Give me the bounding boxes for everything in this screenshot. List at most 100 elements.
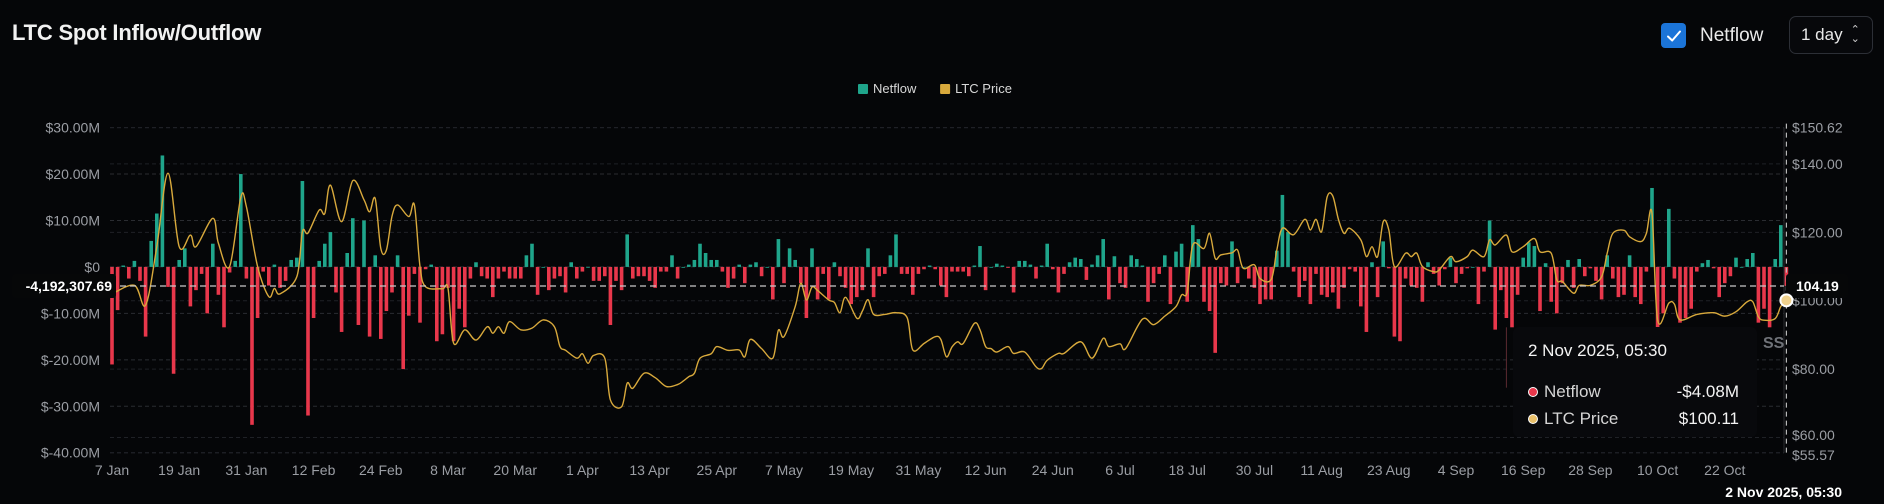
- legend-swatch-icon: [940, 84, 951, 94]
- netflow-bar: [664, 266, 669, 272]
- netflow-bar: [933, 266, 937, 270]
- netflow-bar: [479, 266, 484, 277]
- x-tick-label: 31 Jan: [225, 462, 267, 478]
- netflow-bar: [1297, 266, 1301, 298]
- netflow-bar: [1219, 266, 1223, 284]
- netflow-bar: [317, 260, 321, 267]
- netflow-bar: [418, 266, 422, 323]
- netflow-bar: [782, 266, 786, 284]
- netflow-bar: [205, 266, 209, 314]
- netflow-bar: [474, 262, 478, 267]
- x-tick-label: 7 Jan: [95, 462, 129, 478]
- x-tick-label: 20 Mar: [493, 462, 537, 478]
- netflow-bar: [715, 259, 719, 267]
- netflow-bar: [1745, 259, 1749, 267]
- netflow-bar: [1762, 266, 1766, 309]
- netflow-bar: [1000, 265, 1005, 267]
- netflow-bar: [636, 266, 641, 277]
- x-tick-label: 28 Sep: [1568, 462, 1613, 478]
- netflow-bar: [614, 266, 618, 281]
- netflow-bar: [1499, 266, 1503, 291]
- netflow-bar: [295, 257, 299, 267]
- netflow-bar: [754, 262, 758, 267]
- netflow-bar: [821, 266, 825, 274]
- netflow-bar: [1381, 241, 1385, 267]
- netflow-bar: [1409, 266, 1413, 286]
- netflow-bar: [692, 259, 697, 267]
- watermark-fragment: SS: [1763, 335, 1785, 352]
- netflow-bar: [1415, 266, 1419, 288]
- x-tick-label: 30 Jul: [1236, 462, 1273, 478]
- netflow-bar: [384, 266, 389, 312]
- x-tick-label: 31 May: [895, 462, 941, 478]
- tooltip-row-price: LTC Price $100.11: [1528, 405, 1739, 432]
- netflow-toggle[interactable]: Netflow: [1661, 23, 1763, 48]
- netflow-bar: [1756, 266, 1761, 323]
- crosshair: -4,192,307.69 104.19 2 Nov 2025, 05:30: [12, 123, 1848, 503]
- netflow-bar: [1678, 266, 1682, 323]
- netflow-bar: [519, 266, 523, 279]
- netflow-bar: [855, 266, 859, 298]
- x-tick-label: 4 Sep: [1438, 462, 1475, 478]
- netflow-bar: [1448, 257, 1453, 267]
- netflow-bar: [1672, 266, 1677, 279]
- netflow-bar: [513, 266, 517, 279]
- netflow-bar: [1706, 259, 1710, 267]
- crosshair-left-label-box: [12, 274, 116, 298]
- netflow-checkbox[interactable]: [1661, 23, 1686, 48]
- price-line-path: [111, 172, 1787, 409]
- netflow-bar: [1359, 266, 1363, 307]
- netflow-bar: [1196, 239, 1201, 267]
- netflow-bar: [1594, 266, 1598, 281]
- netflow-bar: [1286, 232, 1290, 267]
- netflow-bar: [703, 252, 708, 267]
- netflow-bar: [1056, 266, 1061, 293]
- netflow-bar: [860, 266, 865, 291]
- x-tick-label: 16 Sep: [1501, 462, 1546, 478]
- netflow-bar: [1331, 266, 1335, 293]
- netflow-bar: [244, 266, 249, 279]
- netflow-bar: [373, 255, 377, 267]
- y-right-tick-label: $150.62: [1792, 120, 1843, 136]
- interval-select[interactable]: 1 day ⌃ ⌄: [1789, 16, 1873, 54]
- y-left-tick-label: $30.00M: [46, 120, 100, 136]
- netflow-bar: [1090, 264, 1094, 267]
- netflow-bar: [435, 266, 439, 342]
- netflow-bar: [143, 266, 148, 337]
- netflow-bar: [1599, 266, 1604, 300]
- netflow-bar: [166, 266, 170, 287]
- netflow-bar: [412, 266, 417, 274]
- netflow-bar: [832, 262, 837, 267]
- netflow-bar: [675, 266, 680, 279]
- tooltip-date: 2 Nov 2025, 05:30: [1528, 341, 1667, 360]
- netflow-bar: [776, 239, 781, 267]
- x-tick-label: 13 Apr: [629, 462, 670, 478]
- netflow-bar: [227, 266, 232, 273]
- netflow-bar: [199, 266, 204, 274]
- netflow-bar: [171, 266, 176, 374]
- legend-label: Netflow: [873, 81, 917, 96]
- netflow-bar: [1779, 225, 1783, 267]
- netflow-bar: [1571, 266, 1576, 288]
- netflow-bar: [743, 266, 747, 284]
- netflow-bar: [1135, 259, 1139, 267]
- netflow-bar: [222, 266, 226, 328]
- netflow-bar: [569, 262, 573, 267]
- netflow-bar: [586, 266, 590, 268]
- netflow-bar: [1028, 264, 1033, 267]
- netflow-bar: [283, 266, 288, 281]
- netflow-bar: [1482, 266, 1486, 272]
- tooltip: 2 Nov 2025, 05:30 Netflow -$4.08M LTC Pr…: [1513, 327, 1757, 437]
- netflow-bar: [1487, 220, 1492, 267]
- netflow-bar: [1471, 266, 1475, 268]
- netflow-bar: [1521, 257, 1525, 267]
- x-tick-label: 25 Apr: [697, 462, 738, 478]
- netflow-bar: [1459, 266, 1464, 274]
- netflow-bar: [1700, 263, 1705, 267]
- y-right-tick-label: $80.00: [1792, 361, 1835, 377]
- netflow-bar: [894, 234, 898, 267]
- tooltip-label: LTC Price: [1544, 408, 1619, 428]
- netflow-bar: [1420, 266, 1425, 302]
- netflow-bar: [395, 255, 400, 267]
